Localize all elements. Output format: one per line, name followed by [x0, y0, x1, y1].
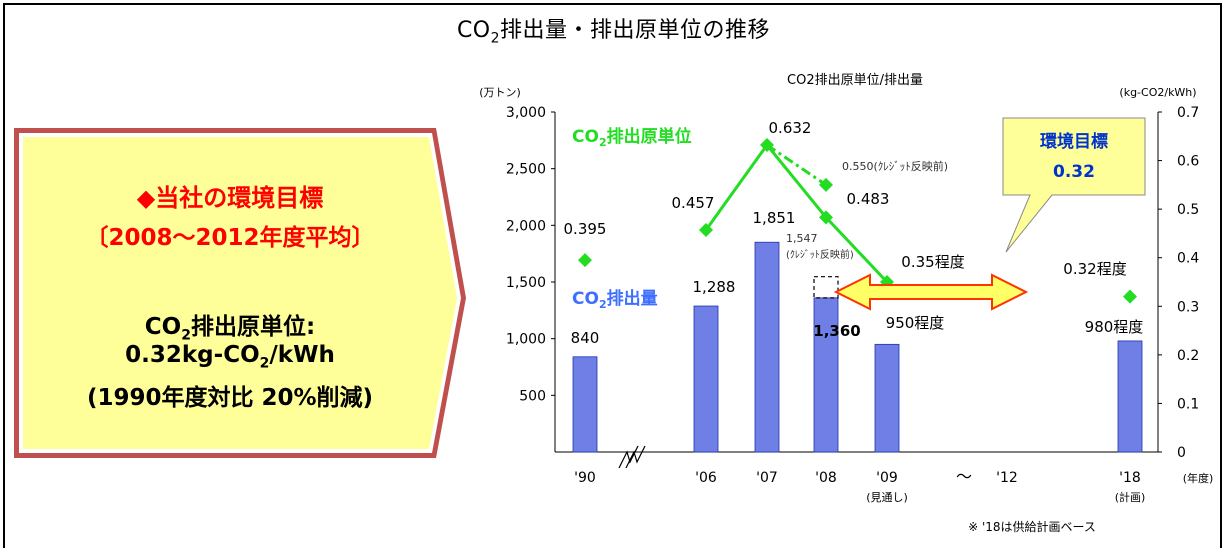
x-category-label: '07 [756, 470, 778, 486]
intensity-point-label: 0.32程度 [1063, 260, 1126, 278]
emissions-bar [693, 305, 719, 453]
right-tick-label: 0.7 [1177, 105, 1199, 121]
x-category-label: '06 [695, 470, 717, 486]
tilde-label: 〜 [956, 467, 972, 486]
emissions-bar-label: 840 [571, 329, 600, 347]
intensity-credit-point [819, 177, 833, 192]
emissions-bar [754, 241, 780, 453]
target-panel [14, 128, 466, 458]
target-callout-title: 環境目標 [1040, 131, 1108, 152]
intensity-point-label: 0.35程度 [901, 253, 964, 271]
right-tick-label: 0.6 [1177, 154, 1199, 170]
right-tick-label: 0.4 [1177, 251, 1199, 267]
emissions-legend: CO2排出量 [572, 288, 658, 311]
x-category-note: (見通し) [866, 491, 908, 504]
left-tick-label: 1,500 [506, 275, 546, 291]
x-category-label: '18 [1119, 470, 1141, 486]
target-intensity-value: 0.32kg-CO2/kWh [125, 342, 335, 372]
left-tick-label: 500 [519, 388, 546, 404]
target-callout [1002, 117, 1146, 253]
emissions-bar [813, 297, 839, 453]
x-category-label: '08 [815, 470, 837, 486]
intensity-point-label: 0.395 [564, 220, 607, 238]
intensity-point [578, 253, 592, 268]
target-period-arrow [833, 273, 1029, 311]
target-callout-value: 0.32 [1053, 162, 1095, 182]
emissions-bar-label: 950程度 [886, 314, 945, 332]
x-category-label: '09 [876, 470, 898, 486]
intensity-point-label: 0.457 [672, 194, 715, 212]
target-reduction-note: (1990年度対比 20%削減) [86, 385, 374, 411]
credit-point-label: 0.550(ｸﾚｼﾞｯﾄ反映前) [842, 159, 948, 173]
emissions-bar-label: 980程度 [1085, 318, 1144, 336]
intensity-point [699, 223, 713, 238]
chart-title: CO2排出原単位/排出量 [787, 72, 923, 88]
intensity-point [1123, 289, 1137, 304]
intensity-point [760, 138, 774, 153]
intensity-legend: CO2排出原単位 [572, 126, 692, 149]
emissions-bar-label: 1,360 [813, 322, 860, 340]
target-period: 〔2008〜2012年度平均〕 [85, 225, 375, 251]
intensity-point [819, 210, 833, 225]
page-title: CO2排出量・排出原単位の推移 [456, 18, 771, 47]
footnote: ※ '18は供給計画ベース [968, 519, 1096, 534]
left-tick-label: 2,500 [506, 162, 546, 178]
right-axis-unit: (kg-CO2/kWh) [1119, 86, 1196, 99]
x-category-note: (計画) [1115, 490, 1146, 504]
right-tick-label: 0.1 [1177, 396, 1199, 412]
left-tick-label: 1,000 [506, 332, 546, 348]
credit-box-note: (ｸﾚｼﾞｯﾄ反映前) [786, 248, 854, 261]
intensity-line [704, 142, 889, 284]
emissions-bar [1117, 340, 1143, 453]
intensity-credit-line [766, 143, 827, 187]
axis-break-icon [618, 445, 646, 469]
credit-box-2008 [813, 276, 839, 299]
right-tick-label: 0.3 [1177, 299, 1199, 315]
x-category-label: '90 [574, 470, 596, 486]
left-tick-label: 3,000 [506, 105, 546, 121]
intensity-point-label: 0.483 [847, 190, 890, 208]
right-tick-label: 0.5 [1177, 202, 1199, 218]
emissions-bar [874, 343, 900, 453]
left-axis-unit: (万トン) [479, 86, 521, 99]
intensity-point-label: 0.632 [769, 119, 812, 137]
emissions-bar-label: 1,288 [693, 278, 736, 296]
year-unit: (年度) [1183, 471, 1214, 485]
right-tick-label: 0.2 [1177, 348, 1199, 364]
left-tick-label: 2,000 [506, 218, 546, 234]
x-category-label: '12 [996, 470, 1018, 486]
target-intensity-label: CO2排出原単位: [144, 314, 316, 344]
target-heading: ◆当社の環境目標 [136, 184, 324, 212]
emissions-bar-label: 1,851 [753, 209, 796, 227]
credit-box-value: 1,547 [786, 232, 818, 245]
emissions-bar [572, 356, 598, 453]
right-tick-label: 0 [1177, 445, 1186, 461]
